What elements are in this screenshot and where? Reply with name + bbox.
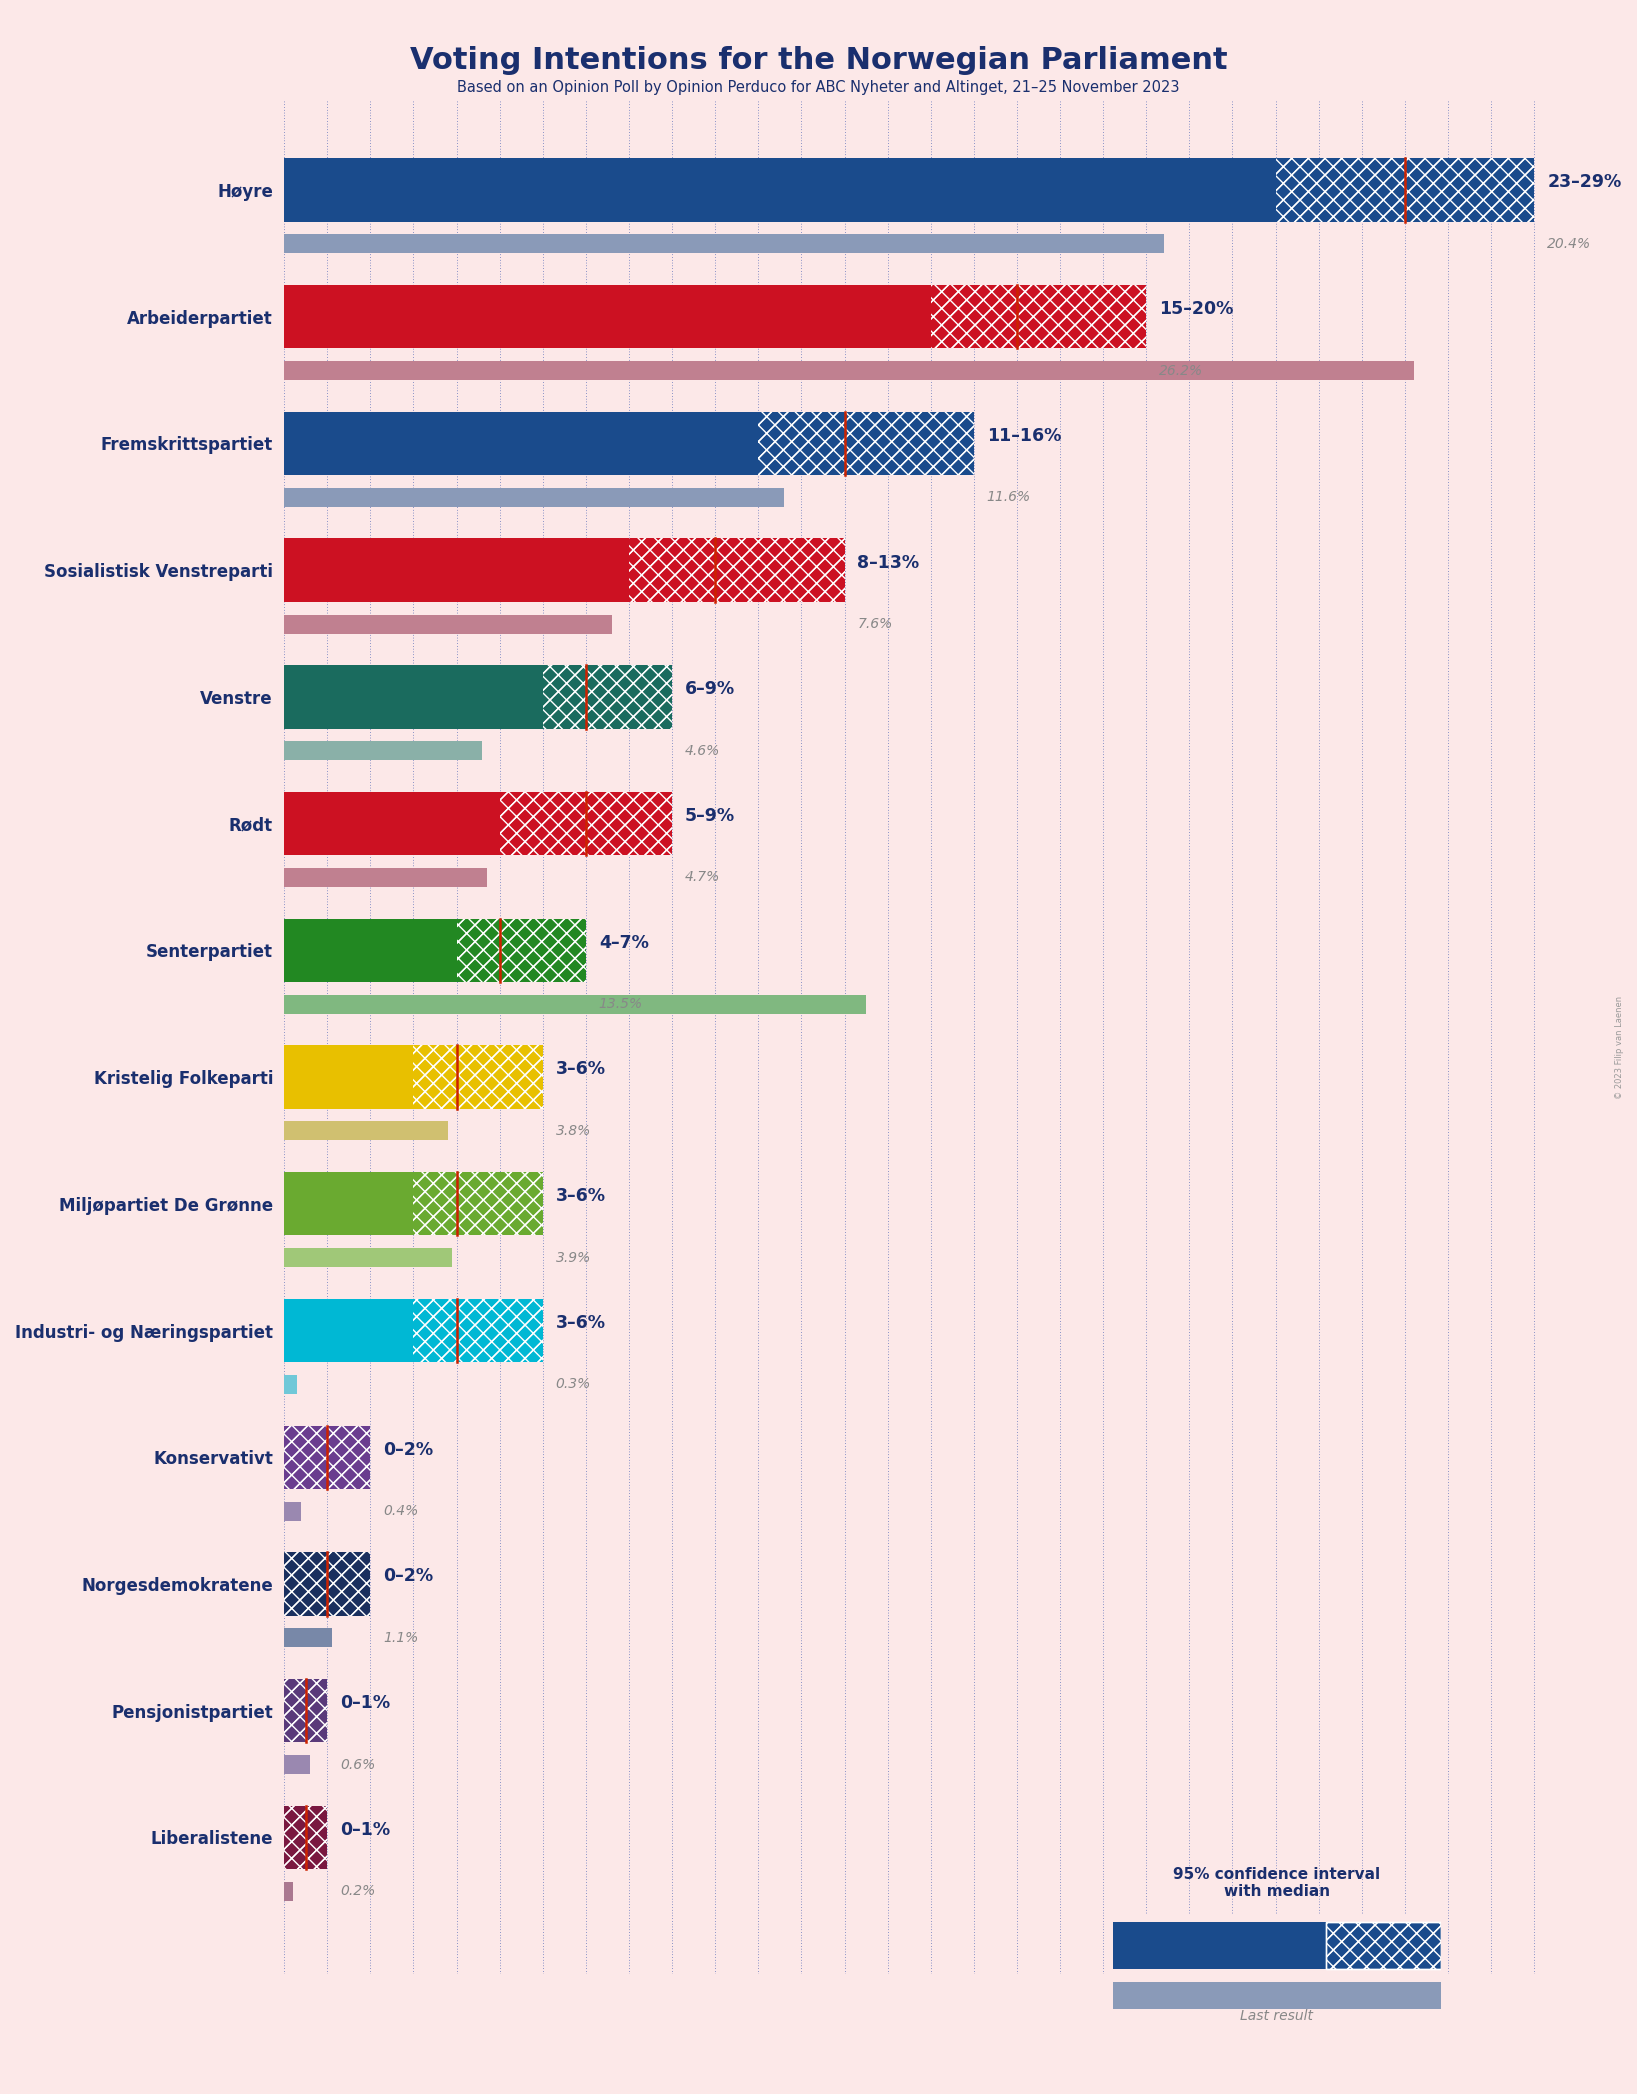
Bar — [1275, 159, 1534, 222]
Bar — [285, 413, 758, 475]
Text: 0.6%: 0.6% — [340, 1757, 375, 1772]
Text: 11.6%: 11.6% — [987, 490, 1031, 505]
Text: 8–13%: 8–13% — [858, 553, 920, 572]
Bar — [285, 1501, 301, 1520]
Bar — [414, 1045, 543, 1108]
Text: 0–2%: 0–2% — [383, 1568, 434, 1585]
Bar — [285, 1629, 332, 1648]
Bar — [499, 792, 673, 854]
Text: 26.2%: 26.2% — [1159, 364, 1203, 377]
Bar — [758, 413, 974, 475]
Bar — [285, 614, 612, 634]
Text: 20.4%: 20.4% — [1547, 237, 1591, 251]
Bar — [1326, 1922, 1441, 1968]
Bar — [285, 1248, 452, 1267]
Bar — [414, 1298, 543, 1363]
Text: 3.9%: 3.9% — [555, 1250, 591, 1265]
Bar — [1326, 1922, 1441, 1968]
Text: 4–7%: 4–7% — [599, 934, 648, 953]
Text: 13.5%: 13.5% — [599, 997, 643, 1011]
Text: 0–1%: 0–1% — [340, 1822, 390, 1839]
Text: 11–16%: 11–16% — [987, 427, 1061, 444]
Text: 0–1%: 0–1% — [340, 1694, 390, 1713]
Bar — [457, 919, 586, 982]
Bar — [285, 666, 543, 729]
Bar — [285, 538, 629, 601]
Text: 0.3%: 0.3% — [555, 1378, 591, 1390]
Bar — [285, 1679, 327, 1742]
Bar — [285, 1298, 414, 1363]
Bar — [758, 413, 974, 475]
Bar — [285, 1173, 414, 1235]
Bar — [285, 995, 866, 1013]
Bar — [285, 869, 486, 888]
Bar — [285, 285, 931, 348]
Text: 4.7%: 4.7% — [684, 871, 720, 884]
Bar — [285, 1805, 327, 1870]
Bar — [629, 538, 845, 601]
Text: 3–6%: 3–6% — [555, 1313, 606, 1332]
Bar — [285, 792, 499, 854]
Bar — [285, 1552, 370, 1617]
Text: 7.6%: 7.6% — [858, 618, 892, 630]
Bar — [931, 285, 1146, 348]
Text: 23–29%: 23–29% — [1547, 174, 1621, 191]
Bar — [1113, 1983, 1441, 2008]
Bar — [414, 1173, 543, 1235]
Bar — [285, 1755, 309, 1774]
Text: 0.2%: 0.2% — [340, 1885, 375, 1899]
Bar — [285, 1045, 414, 1108]
Text: 15–20%: 15–20% — [1159, 299, 1234, 318]
Bar — [414, 1045, 543, 1108]
Text: 6–9%: 6–9% — [684, 681, 735, 697]
Bar — [285, 159, 1275, 222]
Bar — [285, 1426, 370, 1489]
Bar — [285, 1426, 370, 1489]
Text: 95% confidence interval
with median: 95% confidence interval with median — [1174, 1868, 1380, 1899]
Bar — [414, 1173, 543, 1235]
Bar — [1275, 159, 1534, 222]
Bar — [285, 1883, 293, 1901]
Bar — [543, 666, 673, 729]
Bar — [285, 1122, 449, 1141]
Text: Voting Intentions for the Norwegian Parliament: Voting Intentions for the Norwegian Parl… — [409, 46, 1228, 75]
Bar — [931, 285, 1146, 348]
Text: 3–6%: 3–6% — [555, 1060, 606, 1078]
Bar — [457, 919, 586, 982]
Bar — [629, 538, 845, 601]
Bar — [499, 792, 673, 854]
Bar — [285, 1552, 370, 1617]
Bar — [285, 360, 1413, 381]
Text: Last result: Last result — [1241, 2008, 1313, 2023]
Text: 3.8%: 3.8% — [555, 1124, 591, 1137]
Bar — [285, 1679, 327, 1742]
Bar — [285, 488, 784, 507]
Bar — [285, 235, 1164, 253]
Bar — [1113, 1922, 1326, 1968]
Bar — [285, 919, 457, 982]
Text: 4.6%: 4.6% — [684, 743, 720, 758]
Text: © 2023 Filip van Laenen: © 2023 Filip van Laenen — [1616, 995, 1624, 1099]
Text: 0–2%: 0–2% — [383, 1441, 434, 1460]
Text: 3–6%: 3–6% — [555, 1187, 606, 1206]
Bar — [414, 1298, 543, 1363]
Bar — [543, 666, 673, 729]
Text: 1.1%: 1.1% — [383, 1631, 419, 1646]
Text: 0.4%: 0.4% — [383, 1503, 419, 1518]
Text: 5–9%: 5–9% — [684, 806, 735, 825]
Bar — [285, 741, 483, 760]
Text: Based on an Opinion Poll by Opinion Perduco for ABC Nyheter and Altinget, 21–25 : Based on an Opinion Poll by Opinion Perd… — [457, 80, 1180, 94]
Bar — [285, 1805, 327, 1870]
Bar — [285, 1376, 296, 1395]
